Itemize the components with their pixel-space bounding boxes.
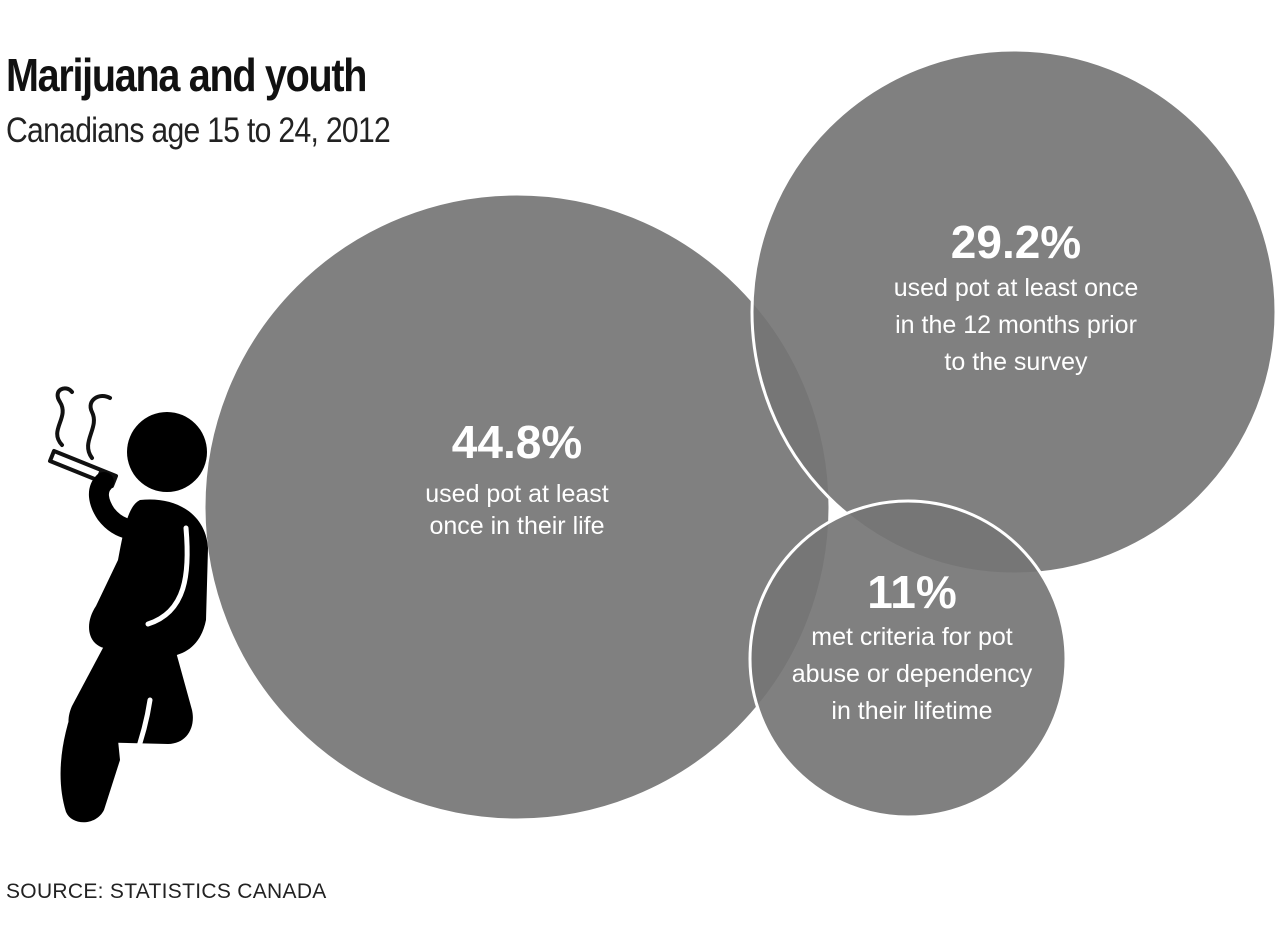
chart-subtitle: Canadians age 15 to 24, 2012 bbox=[6, 111, 391, 150]
bubble-lifetime-value: 44.8% bbox=[452, 416, 582, 468]
bubble-dependency-label-line: in their lifetime bbox=[831, 697, 992, 725]
bubble-past-year-label-line: to the survey bbox=[944, 348, 1088, 376]
bubble-lifetime bbox=[202, 192, 832, 822]
bubble-lifetime-label-line: used pot at least bbox=[425, 480, 609, 508]
bubble-past-year-label-line: in the 12 months prior bbox=[895, 311, 1137, 339]
chart-title: Marijuana and youth bbox=[6, 49, 367, 101]
labels-layer: 44.8% used pot at least once in their life… bbox=[425, 216, 1138, 725]
bubble-dependency-value: 11% bbox=[867, 566, 957, 618]
bubble-past-year-value: 29.2% bbox=[951, 216, 1081, 268]
source-note: SOURCE: STATISTICS CANADA bbox=[6, 880, 327, 903]
smoking-person-icon bbox=[48, 386, 208, 823]
bubble-past-year-label-line: used pot at least once bbox=[894, 274, 1139, 302]
bubble-dependency-label-line: abuse or dependency bbox=[792, 660, 1033, 688]
bubble-dependency bbox=[748, 499, 1068, 819]
bubbles-layer bbox=[202, 48, 1278, 822]
bubble-lifetime-label-line: once in their life bbox=[429, 512, 604, 540]
bubble-dependency-label-line: met criteria for pot bbox=[811, 623, 1013, 651]
